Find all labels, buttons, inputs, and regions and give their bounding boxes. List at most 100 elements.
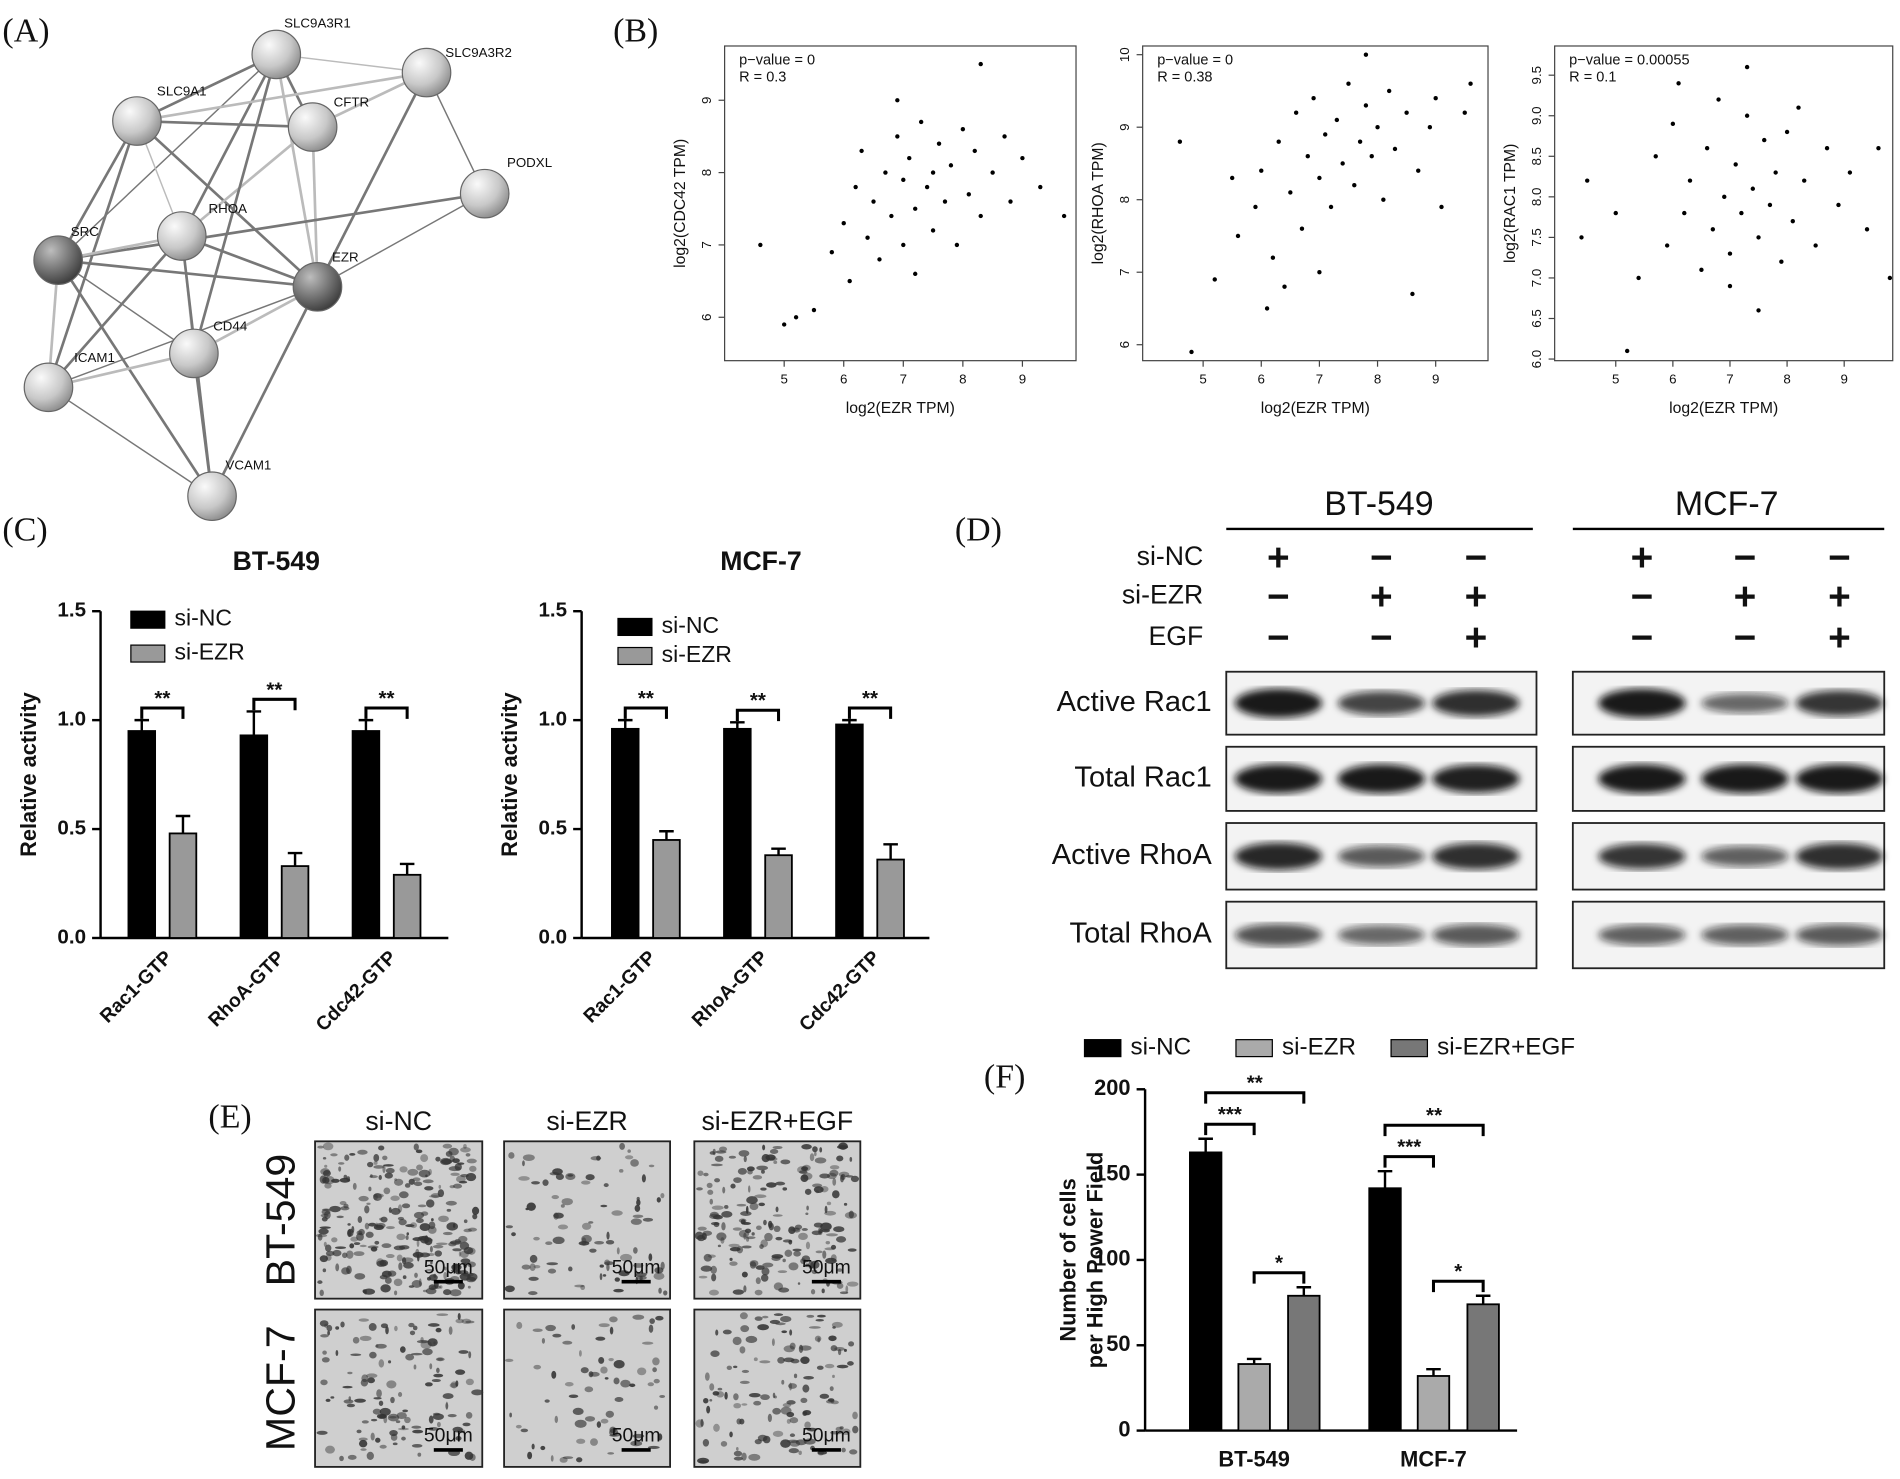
cell-speck xyxy=(619,1169,624,1173)
network-edge xyxy=(316,72,428,288)
cell-speck xyxy=(412,1429,424,1434)
cell-speck xyxy=(711,1273,717,1282)
cell-speck xyxy=(806,1314,815,1318)
cell-speck xyxy=(455,1435,462,1441)
cell-speck xyxy=(789,1417,799,1424)
cell-speck xyxy=(762,1315,769,1319)
network-node-label: SLC9A3R1 xyxy=(284,16,351,31)
scatter-point xyxy=(942,199,948,204)
bar xyxy=(168,832,198,939)
cell-speck xyxy=(703,1397,709,1404)
scatter-point xyxy=(1293,110,1299,115)
cell-speck xyxy=(518,1176,530,1181)
cell-speck xyxy=(366,1373,378,1378)
cell-speck xyxy=(450,1172,460,1176)
cell-speck xyxy=(836,1364,849,1369)
cell-speck xyxy=(415,1248,420,1257)
column-label: si-EZR+EGF xyxy=(701,1106,853,1136)
cell-speck xyxy=(458,1180,468,1184)
cell-speck xyxy=(632,1314,645,1320)
cell-speck xyxy=(448,1326,453,1335)
cell-speck xyxy=(831,1321,843,1328)
cell-speck xyxy=(738,1229,750,1238)
significance-bracket xyxy=(1252,1271,1306,1284)
y-tick-label: 1.5 xyxy=(538,599,567,622)
cell-speck xyxy=(655,1315,664,1321)
blot-row-label: Active Rac1 xyxy=(1057,686,1212,718)
cell-speck xyxy=(358,1228,365,1236)
plot-frame xyxy=(1142,45,1489,362)
blot-band xyxy=(1795,843,1884,870)
cell-speck xyxy=(452,1248,462,1252)
x-tick-label: 6 xyxy=(1258,372,1265,387)
cell-speck xyxy=(390,1195,400,1201)
cell-speck xyxy=(733,1393,739,1401)
cell-speck xyxy=(736,1447,739,1451)
cell-speck xyxy=(541,1337,546,1344)
cell-speck xyxy=(772,1407,781,1415)
cell-speck xyxy=(709,1198,714,1205)
cell-speck xyxy=(847,1361,854,1366)
cell-speck xyxy=(456,1429,466,1434)
blot-band xyxy=(1432,764,1520,793)
cell-speck xyxy=(458,1251,462,1257)
x-tick-label: 9 xyxy=(1019,372,1026,387)
cell-speck xyxy=(814,1151,817,1157)
cell-speck xyxy=(533,1265,541,1269)
cell-speck xyxy=(445,1402,449,1409)
network-node xyxy=(459,168,510,219)
cell-speck xyxy=(322,1268,327,1273)
cell-speck xyxy=(576,1457,583,1463)
condition-mark: + xyxy=(1465,617,1488,660)
cell-speck xyxy=(372,1408,382,1415)
cell-speck xyxy=(399,1166,408,1173)
y-tick-label: 8 xyxy=(699,169,714,176)
cell-speck xyxy=(367,1377,375,1384)
cell-speck xyxy=(428,1195,440,1198)
cell-speck xyxy=(322,1169,331,1177)
scatter-point xyxy=(901,177,906,183)
condition-label: si-NC xyxy=(1137,541,1204,571)
row-label: BT-549 xyxy=(257,1154,303,1287)
cell-speck xyxy=(509,1412,512,1418)
scatter-point xyxy=(1733,162,1738,167)
y-tick-label: 1.5 xyxy=(57,599,86,622)
condition-label: si-EZR xyxy=(1122,580,1203,610)
cell-speck xyxy=(455,1318,464,1324)
cell-speck xyxy=(801,1228,808,1231)
scatter-point xyxy=(1784,129,1790,135)
cell-speck xyxy=(418,1236,427,1241)
cell-speck xyxy=(841,1428,851,1436)
network-node-label: VCAM1 xyxy=(225,457,271,472)
condition-mark: + xyxy=(1828,575,1851,618)
condition-mark: − xyxy=(1370,617,1393,660)
cell-speck xyxy=(712,1391,720,1396)
cell-speck xyxy=(396,1412,407,1419)
cell-speck xyxy=(354,1273,366,1280)
cell-speck xyxy=(551,1194,559,1200)
y-tick-label: 7 xyxy=(1117,269,1132,276)
scatter-point xyxy=(1328,204,1334,210)
cell-speck xyxy=(445,1401,449,1411)
cell-speck xyxy=(373,1153,380,1162)
cell-speck xyxy=(824,1205,828,1214)
blot-band xyxy=(1795,764,1884,794)
cell-speck xyxy=(324,1182,332,1189)
cell-speck xyxy=(613,1377,620,1385)
cell-speck xyxy=(814,1335,822,1342)
cell-speck xyxy=(829,1169,839,1177)
cell-speck xyxy=(347,1223,351,1226)
cell-speck xyxy=(802,1172,813,1180)
cell-speck xyxy=(373,1192,382,1201)
cell-speck xyxy=(580,1284,586,1290)
cell-speck xyxy=(747,1169,753,1175)
cell-speck xyxy=(703,1172,709,1177)
cell-speck xyxy=(557,1224,569,1230)
cell-speck xyxy=(463,1246,474,1255)
cell-speck xyxy=(830,1244,837,1250)
cell-speck xyxy=(342,1252,348,1259)
cell-speck xyxy=(754,1439,762,1445)
cell-speck xyxy=(547,1268,557,1274)
scatter-point xyxy=(1636,275,1641,281)
cell-speck xyxy=(843,1202,848,1206)
